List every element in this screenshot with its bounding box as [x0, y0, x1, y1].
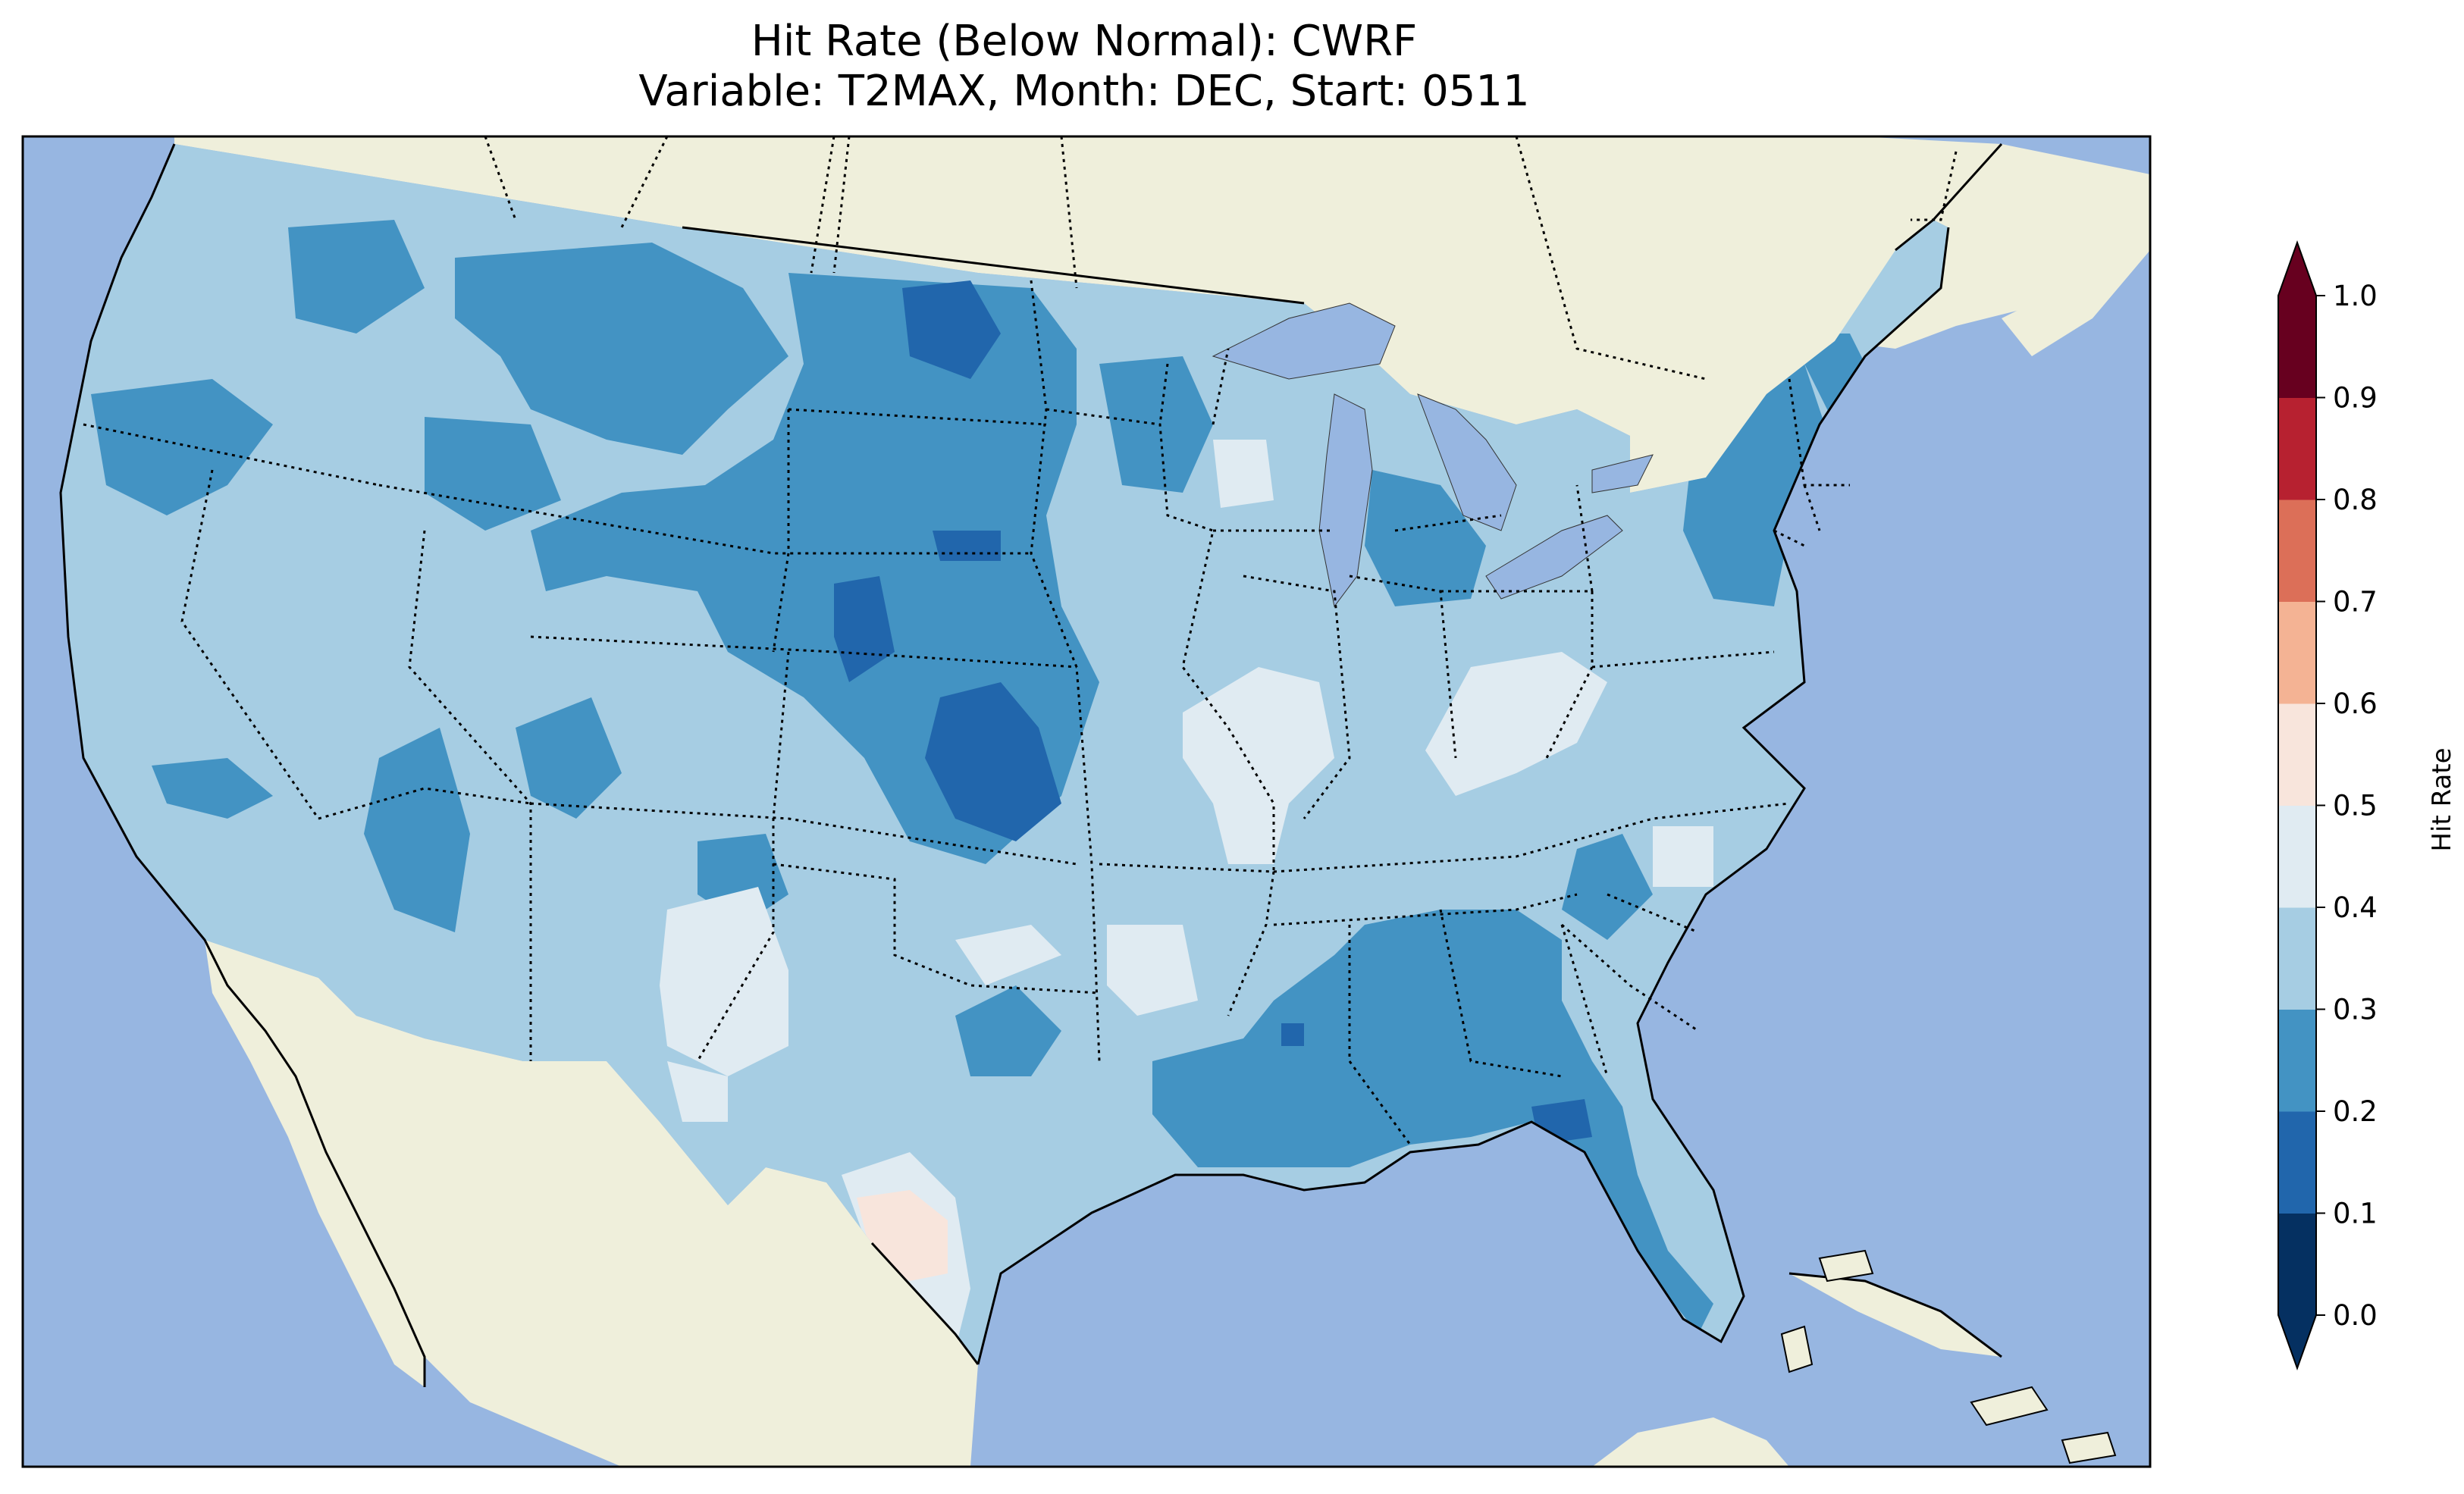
title-line-1: Hit Rate (Below Normal): CWRF — [751, 17, 1418, 66]
colorbar-label: Hit Rate — [2427, 747, 2457, 851]
colorbar-tick-label: 0.1 — [2333, 1198, 2378, 1230]
colorbar-bin — [2278, 703, 2316, 806]
hit-rate-field — [61, 144, 1948, 1364]
colorbar-tick-label: 0.7 — [2333, 586, 2378, 619]
colorbar-extend-max — [2278, 243, 2316, 296]
colorbar-bin — [2278, 601, 2316, 704]
colorbar-tick-label: 0.5 — [2333, 790, 2378, 822]
colorbar-bin — [2278, 296, 2316, 398]
maritimes-land — [2002, 227, 2150, 356]
colorbar-bin — [2278, 1009, 2316, 1112]
colorbar-tick-label: 0.9 — [2333, 382, 2378, 415]
colorbar-tick-label: 0.0 — [2333, 1299, 2378, 1332]
pei-land — [2047, 189, 2115, 216]
colorbar-ticks: 0.0 0.1 0.2 0.3 0.4 0.5 0.6 0.7 0.8 0.9 1.0 — [2316, 280, 2378, 1332]
colorbar-bin — [2278, 805, 2316, 908]
colorbar-tick-label: 0.6 — [2333, 687, 2378, 720]
title-line-2: Variable: T2MAX, Month: DEC, Start: 0511 — [638, 67, 1530, 116]
yucatan-land — [1592, 1417, 1789, 1467]
colorbar-tick-label: 0.4 — [2333, 891, 2378, 924]
mexico-land — [205, 940, 978, 1467]
great-lakes — [1212, 302, 1654, 608]
colorbar-bin — [2278, 397, 2316, 500]
colorbar-bin — [2278, 907, 2316, 1010]
cuba-land — [1789, 1273, 2002, 1357]
canada-land — [174, 136, 2150, 493]
colorbar-bin — [2278, 1111, 2316, 1214]
baja-land — [205, 940, 425, 1387]
colorbar-extend-min — [2278, 1315, 2316, 1368]
map-frame — [21, 135, 2152, 1468]
colorbar-tick-label: 0.8 — [2333, 484, 2378, 516]
colorbar-bin — [2278, 1213, 2316, 1316]
colorbar-tick-label: 0.2 — [2333, 1095, 2378, 1128]
colorbar-tick-label: 0.3 — [2333, 994, 2378, 1026]
map-title: Hit Rate (Below Normal): CWRF Variable: … — [0, 17, 2168, 117]
state-boundaries — [83, 136, 1958, 1145]
colorbar-tick-label: 1.0 — [2333, 280, 2378, 312]
islands — [1780, 1249, 2117, 1464]
colorbar-bins — [2277, 240, 2317, 1370]
colorbar-bin — [2278, 500, 2316, 602]
